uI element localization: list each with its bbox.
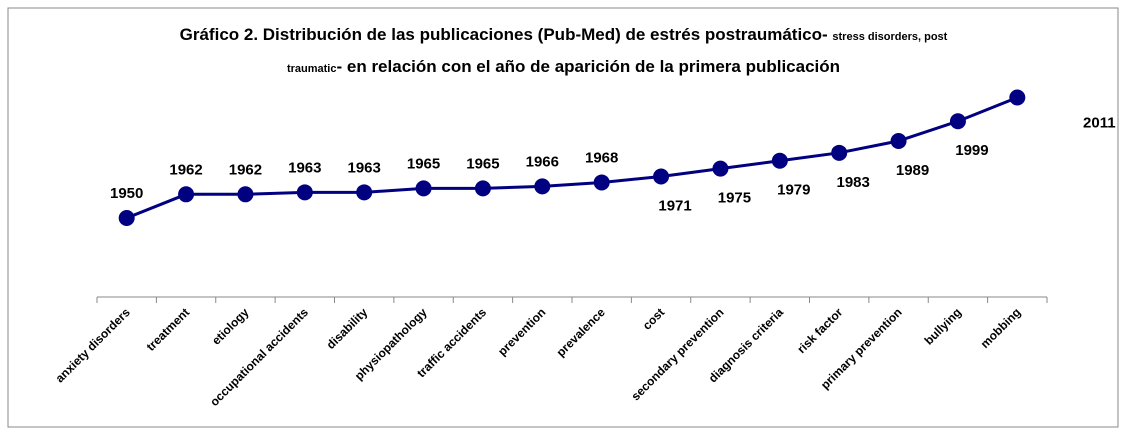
data-label: 1950: [110, 185, 143, 202]
data-label: 1989: [896, 162, 929, 179]
marker: [653, 168, 670, 185]
title-part: - en relación con el año de aparición de…: [336, 57, 841, 76]
marker: [178, 186, 195, 203]
x-tick-label: cost: [640, 305, 667, 332]
marker: [474, 180, 491, 197]
x-tick-label: disability: [324, 305, 371, 352]
data-label: 1999: [955, 142, 988, 159]
marker: [415, 180, 432, 197]
data-label: 1971: [658, 198, 691, 215]
marker: [712, 160, 729, 177]
x-tick-label: bullying: [922, 305, 964, 347]
chart-title: Gráfico 2. Distribución de las publicaci…: [0, 20, 1127, 84]
marker: [890, 132, 907, 149]
data-label: 1963: [348, 159, 381, 176]
data-label: 1962: [169, 161, 202, 178]
x-tick-label: prevalence: [554, 305, 608, 359]
marker: [296, 184, 313, 201]
marker: [593, 174, 610, 191]
data-label: 1968: [585, 149, 618, 166]
title-part: Gráfico 2. Distribución de las publicaci…: [179, 25, 828, 44]
marker: [356, 184, 373, 201]
marker: [949, 113, 966, 130]
title-part: stress disorders, post traumatic: [286, 31, 948, 75]
marker: [118, 210, 135, 226]
x-tick-label: prevention: [495, 305, 548, 358]
x-tick-label: etiology: [209, 305, 252, 348]
x-tick-label: treatment: [144, 305, 193, 354]
data-label: 1979: [777, 182, 810, 199]
data-label: 1962: [229, 161, 262, 178]
marker: [534, 178, 551, 195]
data-label: 2011: [1083, 115, 1116, 132]
data-label: 1966: [526, 153, 559, 170]
marker: [237, 186, 254, 203]
data-label: 1975: [718, 190, 751, 207]
data-label: 1983: [837, 174, 870, 191]
chart-frame: [7, 7, 1119, 428]
x-tick-label: risk factor: [794, 305, 845, 356]
x-tick-label: mobbing: [978, 305, 1024, 351]
line: [126, 96, 1018, 220]
x-tick-label: occupational accidents: [207, 305, 311, 409]
data-label: 1965: [407, 155, 440, 172]
data-label: 1963: [288, 159, 321, 176]
data-label: 1965: [466, 155, 499, 172]
marker: [831, 144, 848, 161]
marker: [1009, 89, 1026, 106]
marker: [771, 152, 788, 169]
x-tick-label: anxiety disorders: [53, 305, 133, 385]
